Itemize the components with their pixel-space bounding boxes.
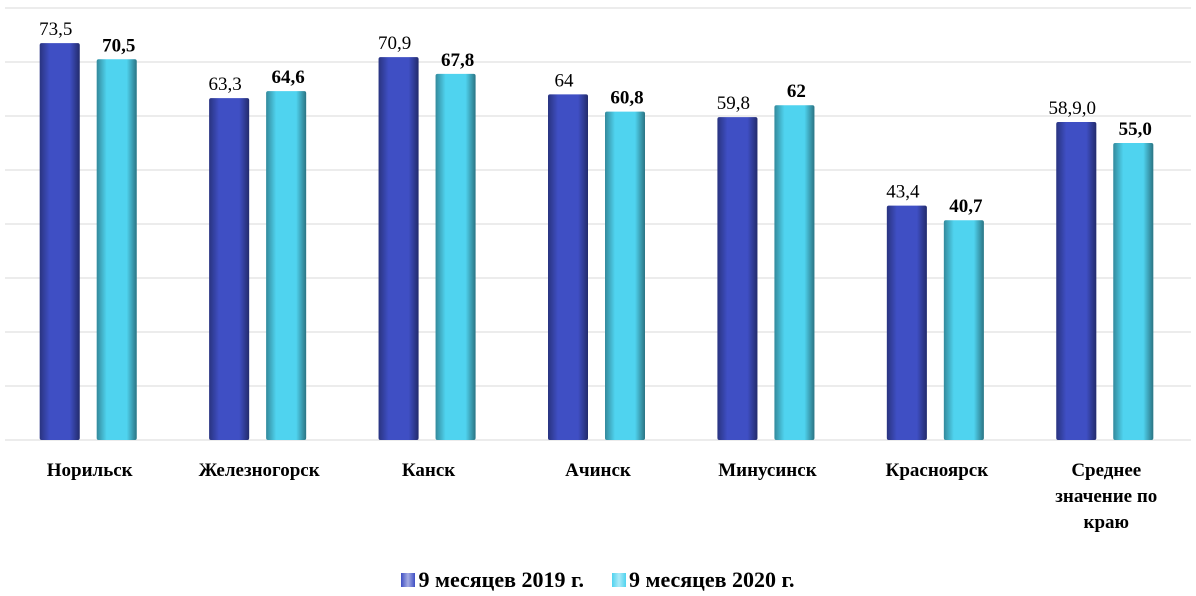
legend-item: 9 месяцев 2019 г.	[401, 567, 584, 593]
data-label: 63,3	[209, 74, 242, 95]
data-label: 58,9,0	[1049, 98, 1097, 119]
bar-group	[1056, 121, 1097, 440]
bar-group	[435, 73, 476, 440]
bar	[1056, 121, 1097, 440]
bar	[39, 43, 80, 440]
x-tick-label: Железногорск	[198, 460, 320, 481]
legend-swatch	[401, 573, 416, 587]
bar-group	[378, 57, 419, 440]
x-tick-label: Красноярск	[885, 460, 989, 481]
x-tick-label: Среднее значение по краю	[1055, 460, 1158, 533]
bar	[548, 94, 588, 441]
x-tick-label: Норильск	[46, 460, 133, 481]
bar-group	[886, 205, 927, 440]
bar-group	[96, 59, 137, 441]
data-label: 40,7	[949, 196, 983, 217]
data-label: 70,9	[378, 33, 411, 54]
data-label: 70,5	[102, 35, 135, 56]
bar	[774, 105, 815, 440]
bar-group	[605, 111, 645, 441]
bar-group	[943, 220, 984, 440]
x-tick-label: Минусинск	[718, 460, 817, 481]
data-label: 62	[787, 81, 806, 102]
bar	[96, 59, 137, 441]
data-label: 59,8	[717, 93, 750, 114]
bar-group	[774, 105, 815, 440]
bar-group	[548, 94, 588, 441]
bar	[886, 205, 927, 440]
data-label: 55,0	[1119, 119, 1152, 140]
bar	[266, 91, 307, 440]
legend-swatch	[612, 573, 626, 587]
bar	[943, 220, 984, 440]
legend-item: 9 месяцев 2020 г.	[612, 567, 795, 593]
bar-group	[209, 98, 250, 441]
bar-group	[39, 43, 80, 440]
data-label: 64,6	[272, 67, 305, 88]
legend-label: 9 месяцев 2019 г.	[418, 567, 584, 592]
data-label: 67,8	[441, 50, 474, 71]
bar-group	[1113, 143, 1154, 440]
legend-label: 9 месяцев 2020 г.	[629, 567, 795, 592]
bar	[378, 57, 419, 440]
bar-group	[266, 91, 307, 440]
bar	[209, 98, 250, 441]
bar	[435, 73, 476, 440]
data-label: 73,5	[39, 19, 72, 40]
x-tick-label: Ачинск	[565, 460, 631, 481]
bar	[605, 111, 645, 441]
data-label: 43,4	[886, 182, 920, 203]
legend: 9 месяцев 2019 г. 9 месяцев 2020 г.	[0, 567, 1196, 593]
data-label: 60,8	[610, 88, 643, 109]
bar-group	[717, 117, 758, 440]
bar	[1113, 143, 1154, 440]
x-tick-label: Канск	[401, 460, 456, 481]
bar	[717, 117, 758, 440]
data-label: 64	[555, 70, 575, 91]
